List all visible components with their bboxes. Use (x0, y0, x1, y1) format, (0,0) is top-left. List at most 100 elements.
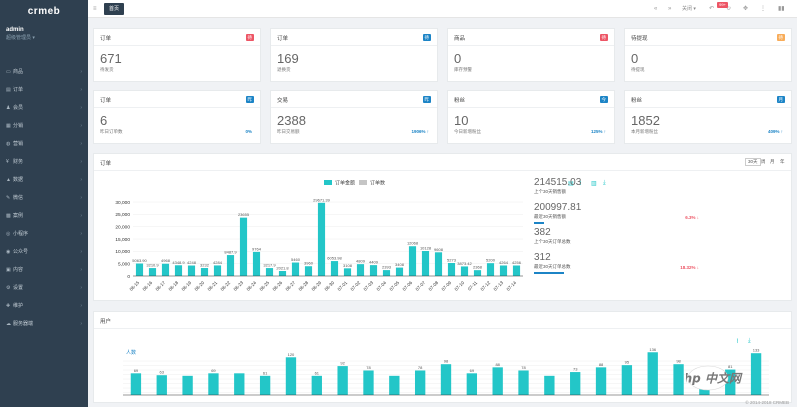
order-amount-bar[interactable] (460, 266, 469, 276)
chart-legend[interactable]: 订单金额 订单数 (324, 180, 385, 187)
sidebar-item-case[interactable]: ▩ 案例 › (0, 207, 88, 225)
order-amount-bar[interactable] (278, 271, 287, 276)
order-amount-bar[interactable] (434, 252, 443, 276)
order-amount-bar[interactable] (213, 265, 222, 276)
order-amount-bar[interactable] (512, 265, 521, 276)
segment-30days[interactable]: 30天 (745, 158, 761, 166)
user-count-bar[interactable] (595, 367, 607, 395)
x-tick-label: 07-08 (428, 280, 440, 292)
user-count-bar[interactable] (621, 365, 633, 395)
close-tabs-dropdown[interactable]: 关闭 ▾ (682, 6, 696, 12)
order-amount-bar[interactable] (447, 262, 456, 276)
sidebar-item-server[interactable]: ☁ 服务器端 › (0, 315, 88, 333)
user-count-bar[interactable] (182, 375, 193, 395)
order-amount-bar[interactable] (343, 268, 352, 276)
order-amount-bar[interactable] (317, 202, 326, 276)
sidebar-item-order[interactable]: ▤ 订单 › (0, 81, 88, 99)
sidebar-item-content[interactable]: ▣ 内容 › (0, 261, 88, 279)
sidebar-item-product[interactable]: ▭ 商品 › (0, 63, 88, 81)
tab-home[interactable]: 首页 (104, 3, 125, 15)
sidebar-item-distribution[interactable]: ▦ 分销 › (0, 117, 88, 135)
order-amount-bar[interactable] (226, 255, 235, 276)
line-chart-icon[interactable]: ⌇ (736, 339, 739, 345)
sidebar-item-finance[interactable]: ¥ 财务 › (0, 153, 88, 171)
user-count-bar[interactable] (466, 373, 478, 395)
order-amount-bar[interactable] (252, 251, 261, 276)
order-amount-bar[interactable] (395, 267, 404, 276)
user-count-bar[interactable] (389, 375, 400, 395)
user-count-bar[interactable] (440, 364, 452, 395)
segment-year[interactable]: 年 (780, 159, 785, 164)
sidebar-item-official-account[interactable]: ◉ 公众号 › (0, 243, 88, 261)
order-amount-bar[interactable] (330, 261, 339, 276)
order-amount-bar[interactable] (291, 262, 300, 276)
order-amount-bar[interactable] (356, 264, 365, 276)
user-count-bar[interactable] (285, 357, 297, 395)
back-icon[interactable]: ↶ (709, 6, 715, 12)
fullscreen-icon[interactable]: ✥ (743, 6, 749, 12)
line-chart-icon[interactable]: ⌇ (579, 181, 582, 187)
user-count-bar[interactable] (337, 366, 348, 395)
sidebar-item-data[interactable]: ▲ 数据 › (0, 171, 88, 189)
order-amount-bar[interactable] (200, 268, 209, 276)
legend-label-count[interactable]: 订单数 (370, 180, 385, 187)
more-icon[interactable]: ⋮ (760, 6, 766, 12)
order-amount-bar[interactable] (135, 263, 144, 276)
sidebar-item-miniprogram[interactable]: ◎ 小程序 › (0, 225, 88, 243)
user-count-bar[interactable] (130, 373, 142, 395)
segment-month[interactable]: 月 (770, 159, 775, 164)
legend-swatch-count[interactable] (359, 180, 367, 185)
bar-data-label: 2021.8 (276, 266, 289, 271)
order-amount-bar[interactable] (486, 263, 495, 276)
order-amount-bar[interactable] (473, 270, 482, 276)
user-count-bar[interactable] (518, 370, 529, 395)
notification-icon[interactable]: ▮▮ (778, 6, 785, 12)
download-icon[interactable]: ⤓ (748, 338, 751, 344)
user-count-bar[interactable] (311, 375, 322, 395)
legend-swatch-amount[interactable] (324, 180, 332, 185)
order-amount-bar[interactable] (304, 266, 313, 276)
order-amount-bar[interactable] (187, 265, 196, 276)
download-icon[interactable]: ⤓ (603, 180, 606, 186)
user-count-bar[interactable] (363, 370, 374, 395)
tab-prev-icon[interactable]: « (654, 6, 658, 12)
order-amount-bar[interactable] (499, 265, 508, 276)
legend-label-amount[interactable]: 订单金额 (335, 180, 355, 187)
order-amount-bar[interactable] (161, 263, 170, 276)
order-amount-bar[interactable] (239, 217, 248, 276)
refresh-icon[interactable]: ↻ (726, 6, 732, 12)
order-amount-bar[interactable] (382, 270, 391, 276)
menu-toggle-icon[interactable]: ≡ (93, 6, 97, 12)
order-amount-bar[interactable] (265, 268, 274, 276)
user-count-bar[interactable] (259, 375, 271, 395)
user-count-bar[interactable] (725, 369, 736, 395)
user-count-bar[interactable] (492, 367, 503, 395)
user-count-bar[interactable] (234, 373, 245, 395)
user-profile[interactable]: admin 超级管理员 ▾ (0, 24, 88, 48)
user-count-bar[interactable] (414, 370, 426, 395)
tab-next-icon[interactable]: » (668, 6, 672, 12)
bar-chart-icon[interactable]: ▥ (591, 181, 597, 187)
user-count-bar[interactable] (570, 372, 581, 395)
order-amount-bar[interactable] (369, 265, 378, 276)
logo[interactable]: crmeb (27, 6, 61, 17)
sidebar-item-member[interactable]: ♟ 会员 › (0, 99, 88, 117)
segment-week[interactable]: 周 (761, 159, 766, 164)
order-amount-bar[interactable] (408, 246, 417, 276)
user-count-bar[interactable] (544, 375, 555, 395)
user-count-bar[interactable] (208, 373, 219, 395)
sidebar-item-settings[interactable]: ⚙ 设置 › (0, 279, 88, 297)
order-amount-bar[interactable] (148, 268, 157, 276)
user-count-bar[interactable] (156, 375, 167, 395)
order-amount-bar[interactable] (174, 265, 183, 276)
data-view-icon[interactable]: ▤ (568, 181, 574, 187)
settings-icon: ⚙ (6, 285, 11, 291)
user-count-bar[interactable] (750, 353, 762, 395)
sidebar-item-wechat[interactable]: ✎ 微信 › (0, 189, 88, 207)
user-count-bar[interactable] (673, 364, 684, 395)
user-count-bar[interactable] (647, 352, 658, 395)
user-role[interactable]: 超级管理员 ▾ (6, 35, 35, 41)
order-amount-bar[interactable] (421, 251, 430, 276)
sidebar-item-maintenance[interactable]: ✚ 维护 › (0, 297, 88, 315)
sidebar-item-marketing[interactable]: ◍ 营销 › (0, 135, 88, 153)
